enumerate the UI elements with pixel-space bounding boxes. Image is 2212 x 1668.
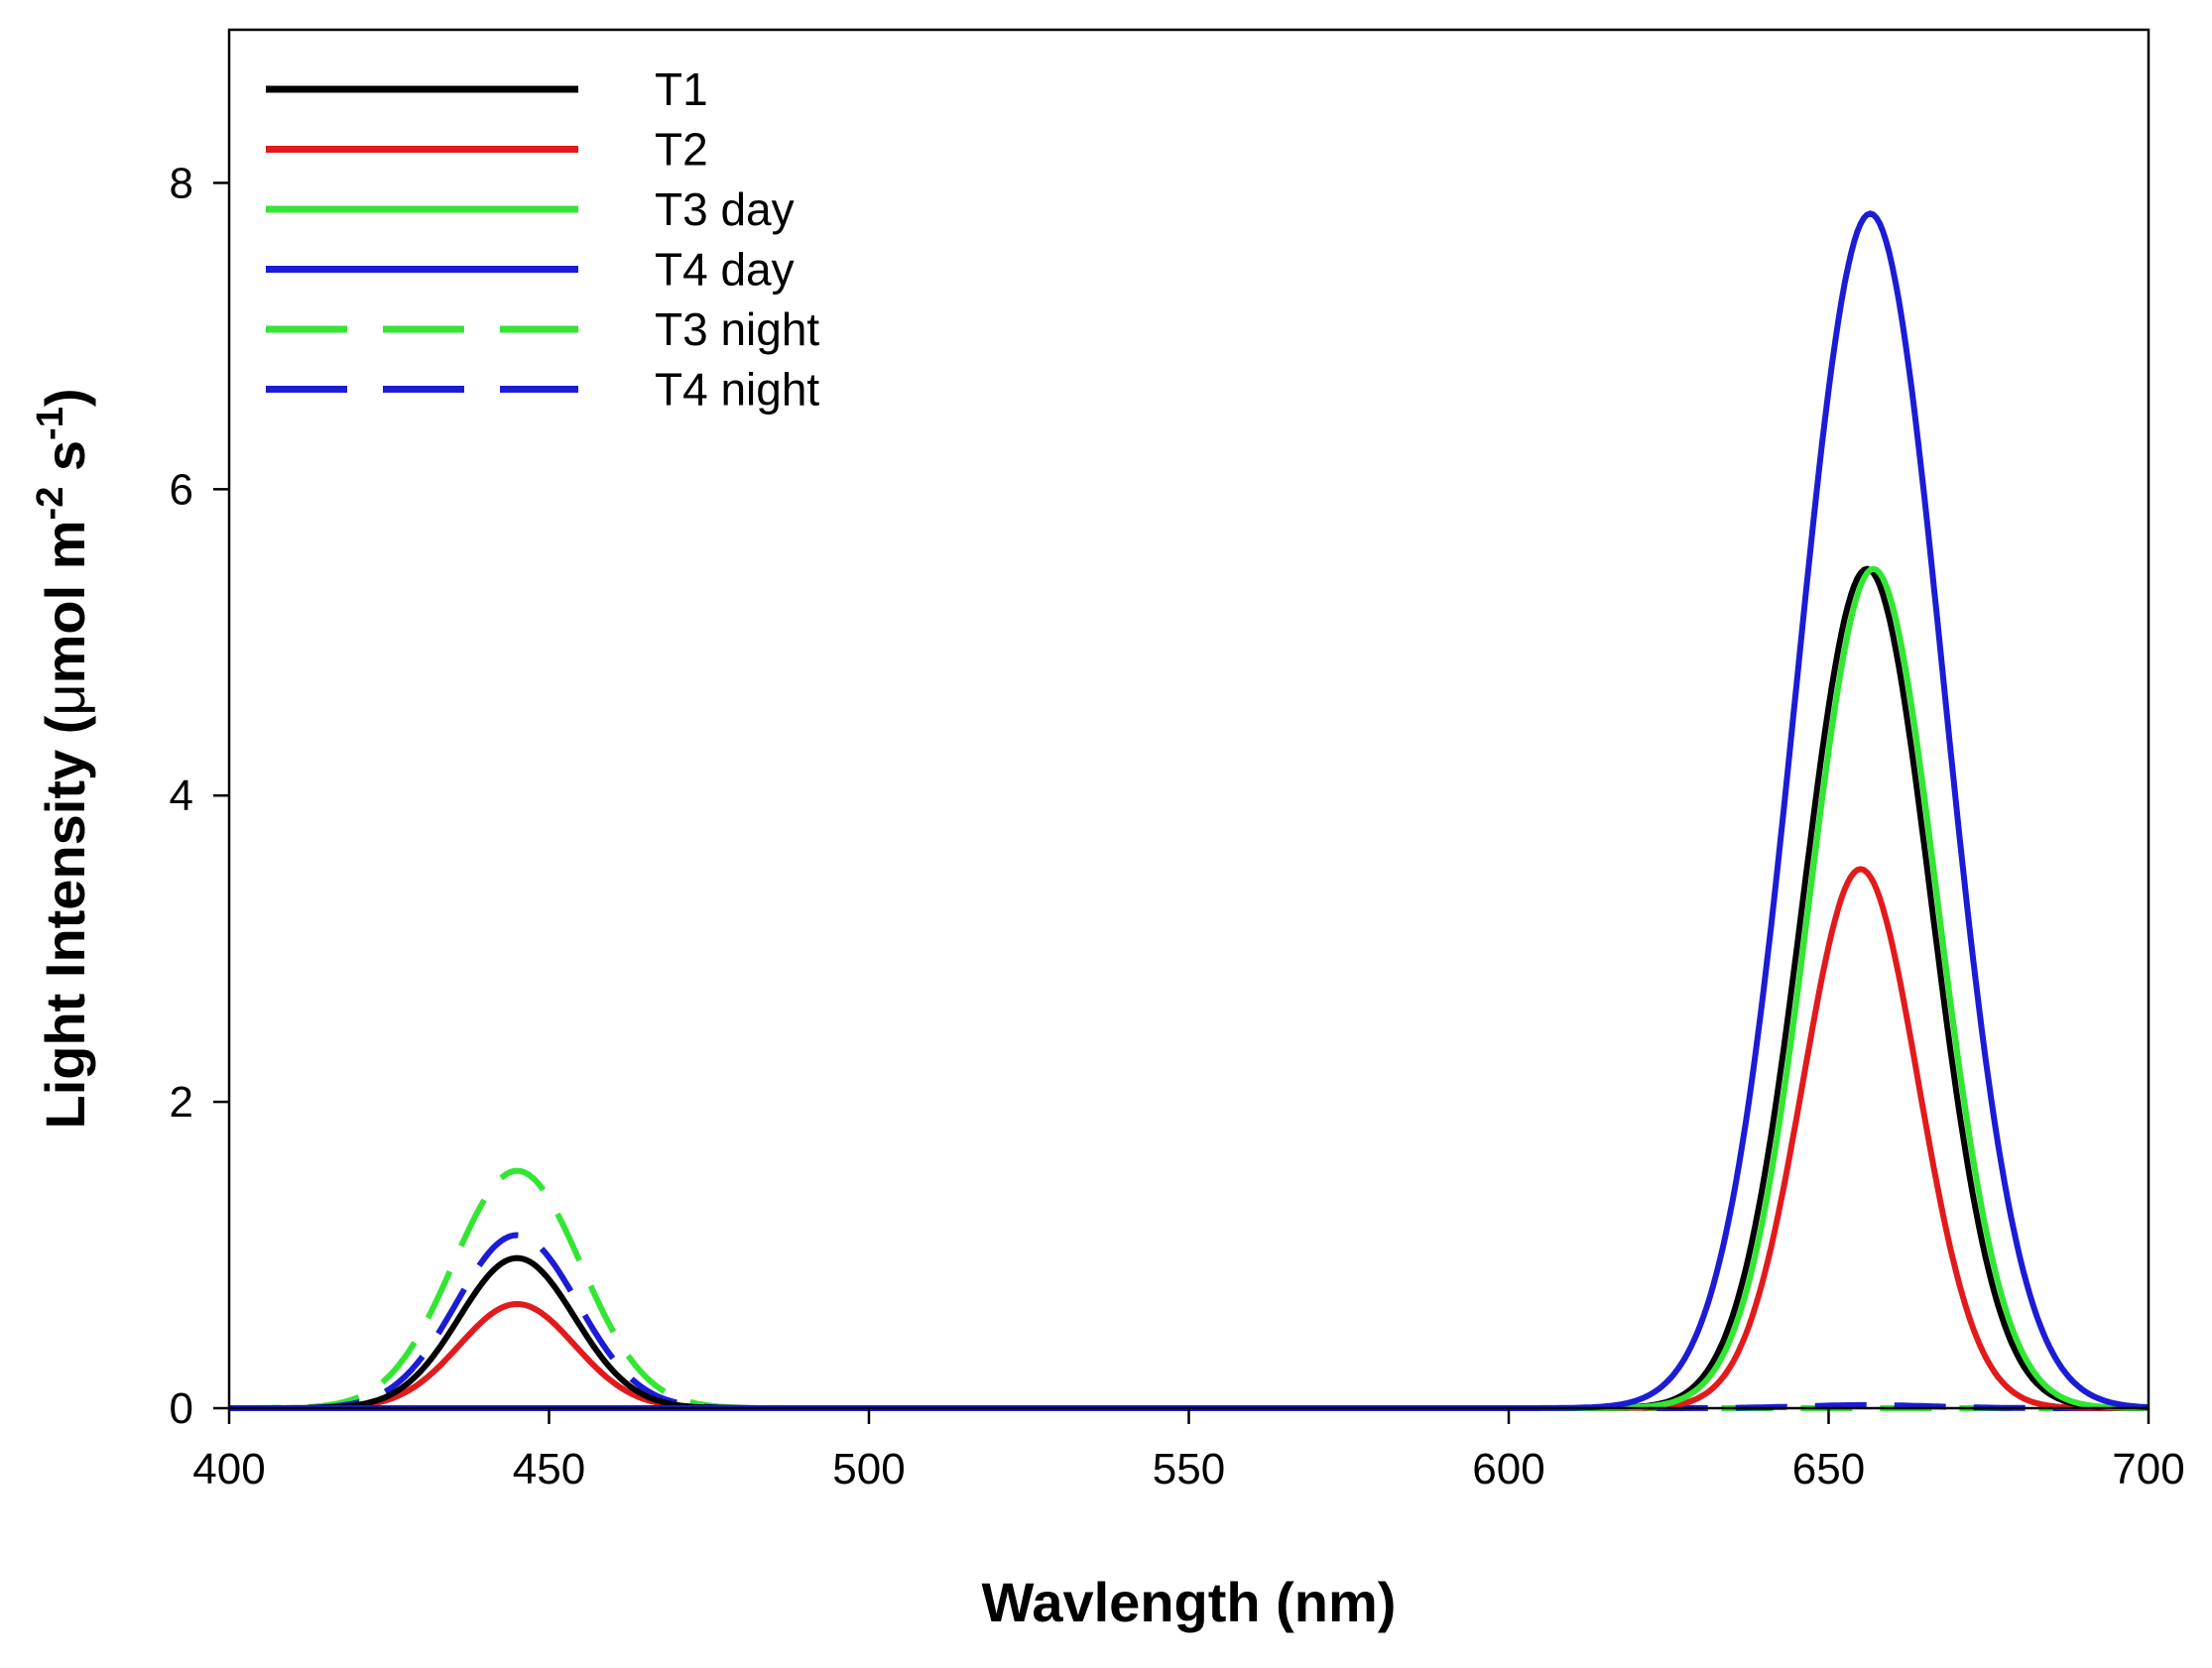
y-tick-label: 8 [170, 159, 193, 207]
y-axis-title-exp2: -1 [30, 407, 71, 440]
y-axis-title-exp1: -2 [30, 487, 71, 521]
x-tick-label: 550 [1153, 1445, 1225, 1493]
legend-label: T1 [655, 63, 708, 115]
y-axis-title-prefix: Light Intensity ( [34, 715, 96, 1129]
x-tick-label: 500 [832, 1445, 905, 1493]
y-axis-title-mu: μ [34, 683, 96, 715]
x-tick-label: 450 [513, 1445, 585, 1493]
axis-ticks: 400 450 500 550 600 650 700 0 2 4 6 8 [170, 159, 2185, 1493]
legend-label: T3 day [655, 183, 795, 235]
x-axis-title: Wavlength (nm) [982, 1571, 1397, 1633]
legend-label: T2 [655, 124, 708, 176]
x-tick-label: 600 [1472, 1445, 1544, 1493]
y-axis-title-s: s [34, 440, 96, 487]
legend-label: T4 day [655, 244, 795, 296]
x-tick-label: 400 [192, 1445, 265, 1493]
y-tick-label: 0 [170, 1384, 193, 1433]
y-axis-title-suffix: ) [34, 389, 96, 408]
legend: T1 T2 T3 day T4 day T3 night T4 night [266, 63, 819, 416]
x-tick-label: 700 [2112, 1445, 2184, 1493]
y-tick-label: 4 [170, 772, 193, 820]
legend-label: T4 night [655, 364, 819, 416]
x-tick-label: 650 [1792, 1445, 1865, 1493]
y-tick-label: 6 [170, 465, 193, 514]
legend-label: T3 night [655, 303, 819, 355]
y-axis-title: Light Intensity (μmol m-2 s-1) [30, 389, 96, 1130]
y-axis-title-unit: mol m [34, 520, 96, 683]
y-tick-label: 2 [170, 1078, 193, 1127]
